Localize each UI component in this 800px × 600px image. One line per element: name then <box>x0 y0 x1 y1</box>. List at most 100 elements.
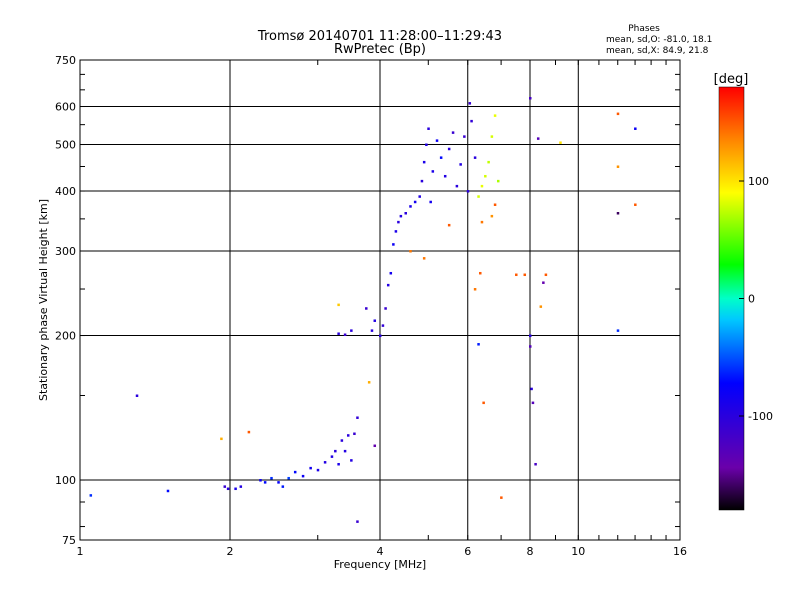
data-point <box>529 345 532 348</box>
y-axis-label: Stationary phase Virtual Height [km] <box>37 199 50 401</box>
data-point <box>422 257 426 260</box>
data-point <box>277 481 280 484</box>
data-point <box>418 195 421 198</box>
chart-title: Tromsø 20140701 11:28:00–11:29:43 <box>257 29 502 44</box>
data-point <box>634 127 637 130</box>
data-point <box>616 329 620 332</box>
colorbar-tick-label: 0 <box>748 293 755 306</box>
data-point <box>281 485 285 488</box>
data-point <box>413 200 417 204</box>
data-point <box>340 439 344 442</box>
data-point <box>529 334 532 338</box>
data-point <box>493 114 497 117</box>
data-point <box>89 494 93 497</box>
y-tick-label: 100 <box>55 474 76 487</box>
data-point <box>397 220 400 224</box>
data-point <box>536 137 540 140</box>
data-point <box>539 305 543 308</box>
y-tick-label: 200 <box>55 330 76 343</box>
data-point <box>515 273 518 277</box>
colorbar-ticks: -100 0 100 <box>739 175 773 423</box>
data-point <box>480 220 484 224</box>
data-point <box>356 416 359 419</box>
data-point <box>616 165 620 168</box>
data-point <box>451 131 455 134</box>
data-point <box>487 160 490 164</box>
data-point <box>409 205 412 208</box>
data-point <box>135 394 139 398</box>
data-point <box>542 281 545 284</box>
data-point <box>479 271 482 275</box>
data-point <box>473 288 477 291</box>
data-point <box>350 329 353 332</box>
data-point <box>270 476 273 480</box>
data-point <box>490 214 494 218</box>
data-point <box>356 520 359 523</box>
x-tick-label: 4 <box>377 545 384 558</box>
data-point <box>350 459 353 462</box>
data-point <box>373 444 377 448</box>
data-point <box>343 333 347 336</box>
data-point <box>447 223 451 227</box>
y-tick-label: 300 <box>55 245 76 258</box>
data-point <box>373 319 377 322</box>
data-point <box>455 184 459 188</box>
data-point <box>480 184 484 188</box>
x-axis-ticks: 1 2 4 6 8 10 16 <box>77 60 687 558</box>
x-tick-label: 8 <box>527 545 534 558</box>
data-point <box>473 156 477 159</box>
data-point <box>337 303 340 307</box>
data-point <box>496 179 500 183</box>
data-point <box>425 143 428 147</box>
data-point <box>263 481 267 484</box>
data-point <box>420 179 424 183</box>
data-point <box>634 203 637 206</box>
data-point <box>346 434 350 437</box>
phases-x-mode: mean, sd,X: 84.9, 21.8 <box>606 46 709 56</box>
data-point <box>429 200 432 204</box>
data-point <box>459 163 462 166</box>
data-point <box>370 329 374 332</box>
data-point <box>316 468 320 472</box>
data-point <box>544 273 548 277</box>
data-point <box>220 437 223 441</box>
data-point <box>529 97 532 100</box>
data-point <box>166 489 170 493</box>
x-tick-label: 6 <box>464 545 471 558</box>
data-point <box>477 343 480 346</box>
colorbar-tick-label: -100 <box>748 410 773 423</box>
data-point <box>334 449 337 453</box>
data-point <box>435 139 439 142</box>
data-point <box>293 470 297 474</box>
data-point <box>616 212 620 215</box>
chart-subtitle: RwPretec (Bp) <box>334 42 426 57</box>
data-point <box>534 462 537 466</box>
data-point <box>287 476 290 480</box>
phases-o-mode: mean, sd,O: -81.0, 18.1 <box>606 35 712 45</box>
data-point <box>367 381 371 384</box>
x-tick-label: 2 <box>227 545 234 558</box>
x-axis-label: Frequency [MHz] <box>334 558 426 571</box>
data-point <box>223 485 227 488</box>
data-point <box>384 307 387 310</box>
data-point <box>330 455 334 458</box>
data-point <box>392 243 395 246</box>
y-axis-ticks: 75 100 200 300 400 500 600 750 <box>55 54 680 547</box>
data-point <box>559 141 562 144</box>
data-point <box>468 102 472 105</box>
y-tick-label: 750 <box>55 54 76 67</box>
data-point <box>337 462 340 466</box>
x-tick-label: 1 <box>77 545 84 558</box>
data-point <box>226 487 230 491</box>
data-point <box>477 195 480 198</box>
data-point <box>394 230 398 233</box>
y-tick-label: 75 <box>62 534 76 547</box>
data-point <box>381 324 385 327</box>
data-point <box>404 212 407 215</box>
data-point <box>431 170 435 173</box>
data-point <box>530 387 533 391</box>
data-point <box>323 461 327 464</box>
data-point <box>399 214 403 218</box>
data-point <box>616 112 620 116</box>
